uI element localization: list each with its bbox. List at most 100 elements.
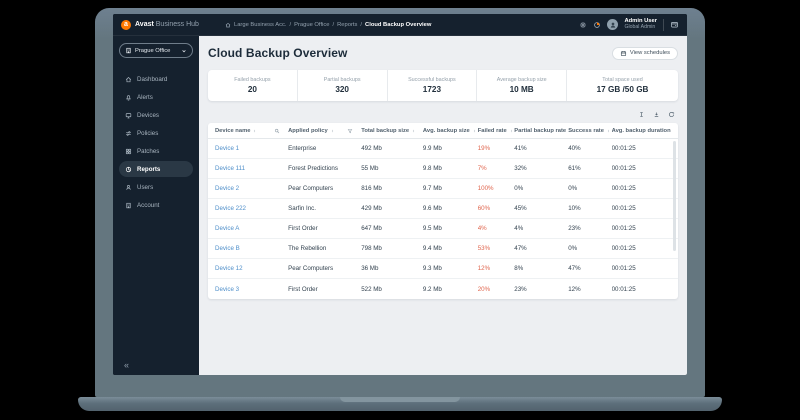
sidebar-item-label: Dashboard (137, 75, 168, 83)
chevron-down-icon (181, 48, 187, 54)
device-name-link[interactable]: Device 12 (215, 265, 243, 272)
device-name-link[interactable]: Device 1 (215, 145, 240, 152)
brand-bold: Avast (135, 21, 154, 28)
device-name-link[interactable]: Device 222 (215, 205, 246, 212)
patch-grid-icon (125, 148, 132, 155)
total-backup-size-cell: 36 Mb (361, 265, 379, 272)
failed-rate-cell: 7% (477, 165, 487, 172)
pie-chart-icon (125, 166, 132, 173)
breadcrumb-item[interactable]: Large Business Acc. (233, 21, 287, 28)
device-name-link[interactable]: Device A (215, 225, 240, 232)
avg-backup-size-cell: 9.3 Mb (422, 265, 442, 272)
breadcrumb-item[interactable]: Prague Office (294, 21, 330, 28)
user-role: Global Admin (624, 23, 656, 30)
avatar[interactable] (607, 19, 619, 30)
building-icon (125, 202, 132, 209)
total-backup-size-cell: 429 Mb (361, 205, 382, 212)
gear-icon[interactable] (579, 21, 587, 29)
column-header-total-backup-size[interactable]: Total backup size (361, 128, 423, 134)
avg-backup-size-cell: 9.6 Mb (422, 205, 442, 212)
avg-backup-duration-cell: 00:01:25 (611, 285, 636, 293)
sort-icon[interactable] (411, 128, 416, 134)
failed-rate-cell: 4% (477, 225, 487, 232)
sidebar-item-account[interactable]: Account (119, 197, 193, 213)
device-name-link[interactable]: Device 111 (215, 165, 246, 172)
column-header-partial-backup-rate[interactable]: Partial backup rate (514, 128, 568, 134)
page-title: Cloud Backup Overview (208, 46, 348, 60)
summary-stats-card: Failed backups 20 Partial backups 320 Su… (208, 70, 678, 101)
view-schedules-button[interactable]: View schedules (611, 46, 678, 60)
refresh-icon[interactable] (668, 111, 675, 118)
top-app-bar: a Avast Business Hub Large Business Acc.… (113, 14, 687, 36)
sidebar-item-label: Reports (137, 165, 161, 173)
stat-value: 320 (335, 85, 349, 94)
sidebar-collapse-button[interactable]: « (124, 360, 130, 370)
user-info[interactable]: Admin User Global Admin (624, 18, 657, 31)
sidebar-item-dashboard[interactable]: Dashboard (119, 71, 193, 87)
avast-logo-icon: a (121, 19, 131, 30)
donut-chart-icon[interactable] (593, 21, 601, 29)
column-header-avg-backup-duration[interactable]: Avg. backup duration (611, 127, 671, 134)
total-backup-size-cell: 816 Mb (361, 185, 382, 192)
sidebar-item-reports[interactable]: Reports (119, 161, 193, 177)
stat-label: Partial backups (323, 77, 361, 83)
failed-rate-cell: 60% (477, 205, 491, 212)
partial-backup-rate-cell: 8% (514, 265, 524, 272)
applied-policy-cell: First Order (288, 285, 318, 293)
calendar-icon (620, 50, 627, 57)
sidebar-item-users[interactable]: Users (119, 179, 193, 195)
failed-rate-cell: 19% (477, 145, 491, 152)
sliders-icon (125, 130, 132, 137)
stat-value: 17 GB /50 GB (596, 85, 649, 94)
brand-title: Avast Business Hub (135, 21, 199, 28)
home-icon (125, 76, 132, 83)
column-header-avg-backup-size[interactable]: Avg. backup size (423, 128, 478, 134)
column-header-applied-policy[interactable]: Applied policy (288, 128, 361, 134)
stat-value: 1723 (422, 85, 442, 94)
table-row: Device 12 Pear Computers 36 Mb 9.3 Mb 12% 8% 4… (208, 259, 678, 279)
avg-backup-duration-cell: 00:01:25 (611, 245, 636, 252)
partial-backup-rate-cell: 32% (514, 165, 527, 172)
sort-icon[interactable] (509, 128, 514, 134)
total-backup-size-cell: 798 Mb (361, 245, 382, 252)
site-selector-label: Prague Office (135, 47, 171, 54)
stat-label: Total space used (602, 77, 643, 83)
sidebar-item-patches[interactable]: Patches (119, 143, 193, 159)
user-icon (125, 184, 132, 191)
download-icon[interactable] (653, 111, 660, 118)
failed-rate-cell: 100% (477, 185, 494, 192)
device-name-link[interactable]: Device B (215, 245, 240, 252)
device-name-link[interactable]: Device 2 (215, 185, 240, 192)
search-icon[interactable] (274, 128, 280, 134)
column-header-success-rate[interactable]: Success rate (568, 128, 611, 134)
failed-rate-cell: 53% (477, 245, 491, 252)
sort-icon[interactable] (472, 128, 477, 134)
site-selector[interactable]: Prague Office (119, 43, 193, 58)
sidebar-item-policies[interactable]: Policies (119, 125, 193, 141)
device-name-link[interactable]: Device 3 (215, 285, 240, 293)
sort-icon[interactable] (252, 128, 257, 134)
partial-backup-rate-cell: 41% (514, 145, 527, 152)
sidebar-item-devices[interactable]: Devices (119, 107, 193, 123)
table-row: Device B The Rebellion 798 Mb 9.4 Mb 53% 47% 0… (208, 239, 678, 259)
breadcrumb: Large Business Acc. / Prague Office / Re… (225, 22, 431, 28)
column-header-device-name[interactable]: Device name (215, 128, 288, 134)
applied-policy-cell: Pear Computers (288, 185, 334, 192)
sort-icon[interactable] (606, 128, 611, 134)
screen: a Avast Business Hub Large Business Acc.… (113, 14, 687, 375)
column-width-icon[interactable] (638, 111, 645, 118)
applied-policy-cell: Enterprise (288, 145, 317, 152)
column-header-failed-rate[interactable]: Failed rate (478, 128, 515, 134)
sort-icon[interactable] (330, 128, 335, 134)
wallet-icon[interactable] (670, 20, 679, 29)
stat-average-backup-size: Average backup size 10 MB (476, 70, 566, 101)
avg-backup-size-cell: 9.8 Mb (422, 165, 442, 172)
sidebar-item-alerts[interactable]: Alerts (119, 89, 193, 105)
table-scrollbar[interactable] (673, 141, 676, 251)
stat-failed-backups: Failed backups 20 (208, 70, 297, 101)
sidebar-item-label: Patches (137, 147, 160, 155)
stat-partial-backups: Partial backups 320 (296, 70, 387, 101)
breadcrumb-item[interactable]: Reports (337, 21, 358, 28)
filter-icon[interactable] (347, 128, 353, 134)
